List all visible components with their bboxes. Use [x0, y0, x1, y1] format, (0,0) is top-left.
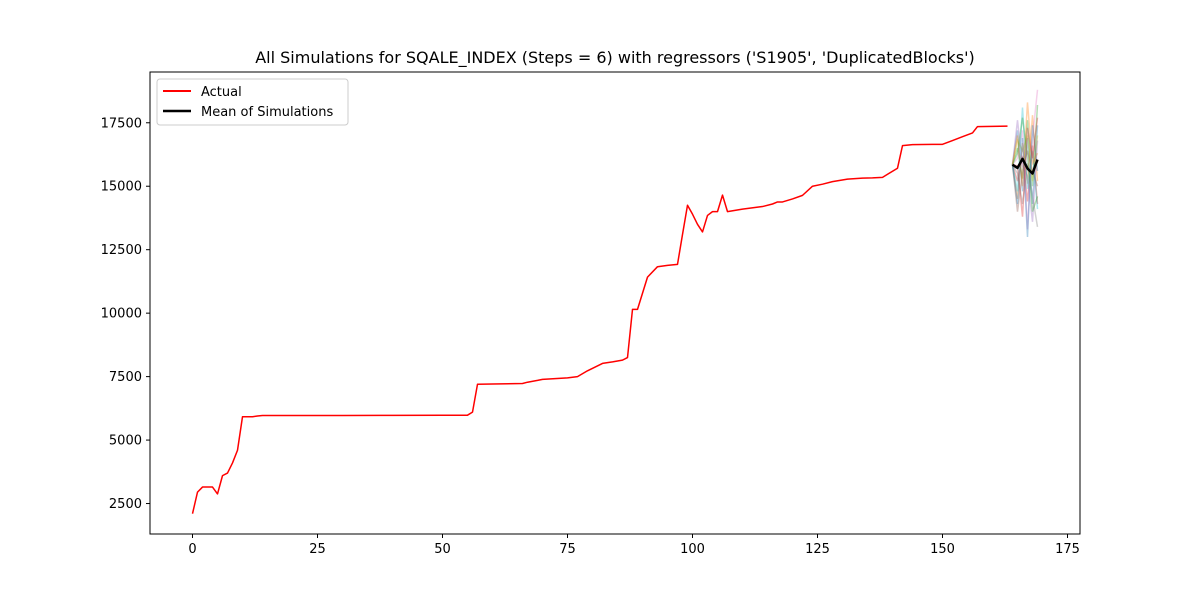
y-axis: 2500 5000 7500 10000 12500 15000 17500 — [101, 116, 150, 512]
x-tick-label-175: 175 — [1055, 542, 1080, 557]
x-tick-label-25: 25 — [309, 542, 326, 557]
simulation-line-11 — [1011, 125, 1039, 238]
x-tick-label-0: 0 — [188, 542, 196, 557]
simulation-line-4 — [1011, 120, 1039, 222]
legend: Actual Mean of Simulations — [156, 78, 349, 126]
legend-label-mean: Mean of Simulations — [201, 105, 333, 120]
simulation-line-6 — [1011, 89, 1039, 230]
x-tick-label-75: 75 — [559, 542, 576, 557]
y-tick-label-12500: 12500 — [101, 243, 142, 258]
y-tick-label-5000: 5000 — [109, 434, 142, 449]
y-tick-label-15000: 15000 — [101, 180, 142, 195]
x-axis: 0 25 50 75 100 125 150 175 — [188, 534, 1080, 557]
simulation-line-3 — [1011, 145, 1039, 205]
series-lines — [191, 125, 1039, 514]
simulation-lines — [1011, 89, 1039, 238]
simulation-line-9 — [1011, 107, 1039, 210]
y-tick-label-7500: 7500 — [109, 370, 142, 385]
chart-title: All Simulations for SQALE_INDEX (Steps =… — [255, 48, 975, 68]
legend-box — [156, 78, 349, 126]
x-tick-label-150: 150 — [930, 542, 955, 557]
y-tick-label-2500: 2500 — [109, 497, 142, 512]
y-tick-label-10000: 10000 — [101, 307, 142, 322]
series-line-mean — [1011, 157, 1039, 175]
plot-frame — [149, 71, 1081, 535]
simulation-line-7 — [1011, 163, 1039, 227]
legend-label-actual: Actual — [201, 85, 242, 100]
y-tick-label-17500: 17500 — [101, 116, 142, 131]
series-line-actual — [191, 125, 1008, 514]
x-tick-label-100: 100 — [680, 542, 705, 557]
simulation-line-12 — [1011, 117, 1039, 212]
x-tick-label-50: 50 — [434, 542, 451, 557]
simulation-line-13 — [1012, 117, 1039, 217]
simulation-line-10 — [1011, 102, 1039, 187]
x-tick-label-125: 125 — [805, 542, 830, 557]
